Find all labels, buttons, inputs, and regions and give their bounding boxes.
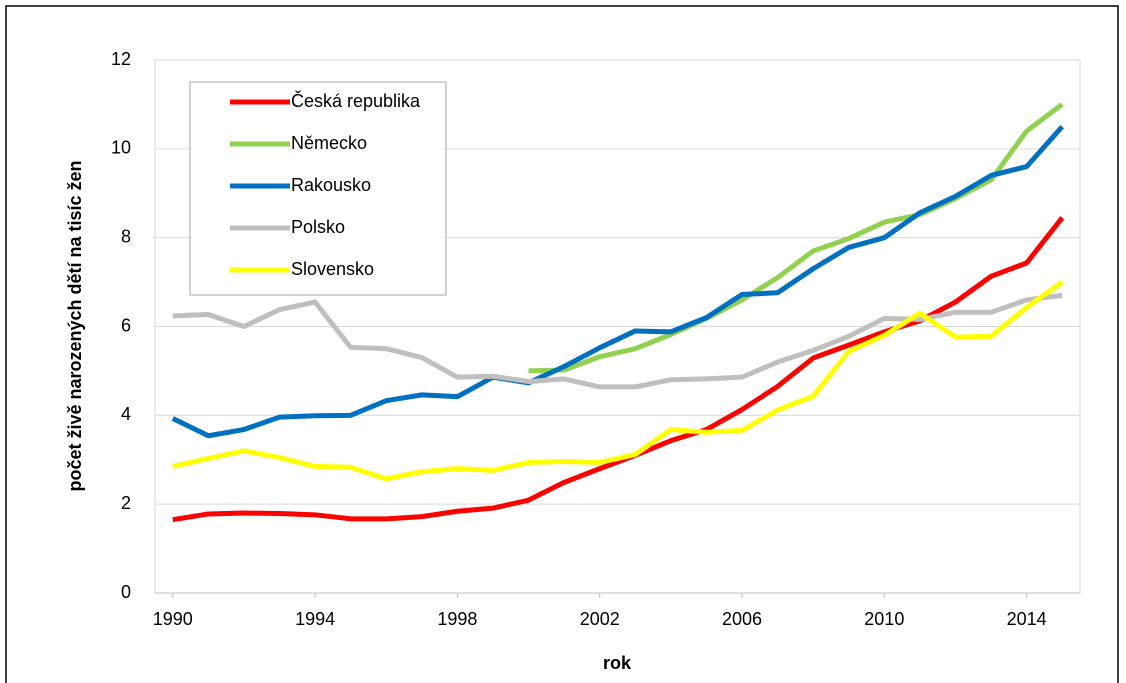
x-tick-label: 1994	[295, 609, 335, 629]
legend-label: Rakousko	[291, 175, 371, 195]
series-line	[528, 102, 1064, 374]
y-axis-label: počet živě narozených dětí na tisíc žen	[65, 160, 85, 491]
y-tick-label: 6	[121, 315, 131, 335]
legend-label: Slovensko	[291, 259, 374, 279]
y-tick-label: 10	[111, 138, 131, 158]
x-tick-label: 2006	[722, 609, 762, 629]
legend-label: Polsko	[291, 217, 345, 237]
y-tick-label: 8	[121, 226, 131, 246]
x-tick-label: 2010	[864, 609, 904, 629]
x-tick-label: 1990	[153, 609, 193, 629]
x-axis-label: rok	[603, 653, 632, 673]
series-line	[171, 124, 1065, 439]
y-tick-label: 12	[111, 49, 131, 69]
legend-label: Česká republika	[291, 90, 421, 111]
series-line	[172, 216, 1065, 523]
x-tick-label: 2014	[1007, 609, 1047, 629]
y-tick-label: 4	[121, 404, 131, 424]
x-tick-label: 2002	[580, 609, 620, 629]
x-tick-label: 1998	[437, 609, 477, 629]
y-tick-label: 2	[121, 493, 131, 513]
legend-label: Německo	[291, 133, 367, 153]
series-line	[172, 280, 1064, 482]
y-tick-label: 0	[121, 582, 131, 602]
